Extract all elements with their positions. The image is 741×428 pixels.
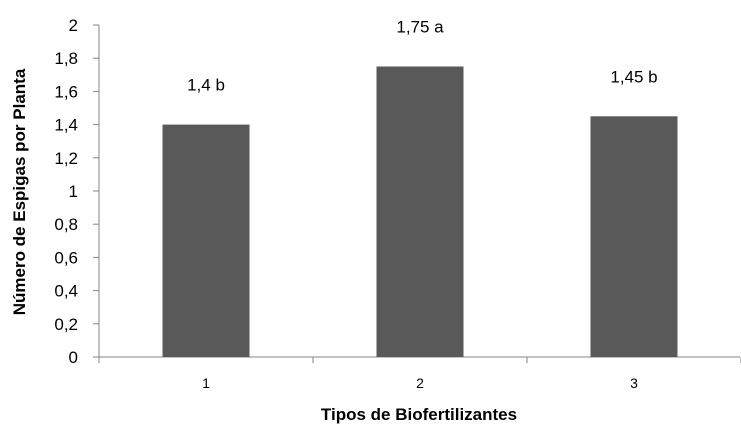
- y-tick-label: 1: [69, 182, 78, 201]
- bar: [162, 124, 250, 357]
- y-tick-label: 2: [69, 16, 78, 35]
- data-label: 1,45 b: [610, 67, 657, 86]
- y-tick-label: 1,6: [54, 82, 78, 101]
- y-tick-label: 1,4: [54, 116, 78, 135]
- bar: [590, 116, 678, 357]
- y-tick-label: 0: [69, 348, 78, 367]
- y-tick-label: 0,8: [54, 215, 78, 234]
- data-label: 1,75 a: [396, 18, 444, 37]
- x-tick-label: 3: [630, 375, 638, 391]
- labels: 1 1,4 b 2 1,75 a 3 1,45 b: [187, 18, 658, 392]
- data-label: 1,4 b: [187, 76, 225, 95]
- x-tick-label: 2: [416, 375, 424, 391]
- y-axis-title: Número de Espigas por Planta: [10, 68, 29, 315]
- x-tick-label: 1: [202, 375, 210, 391]
- y-tick-label: 0,6: [54, 248, 78, 267]
- y-tick-label: 1,8: [54, 49, 78, 68]
- y-tick-label: 0,2: [54, 315, 78, 334]
- y-tick-label: 0,4: [54, 282, 78, 301]
- y-tick-label: 1,2: [54, 149, 78, 168]
- bar: [376, 66, 464, 357]
- x-axis-title: Tipos de Biofertilizantes: [321, 405, 517, 424]
- bars: [162, 66, 678, 357]
- axes: 0 0,2 0,4 0,6 0,8 1 1,2 1,4 1,6 1,8 2: [54, 16, 741, 367]
